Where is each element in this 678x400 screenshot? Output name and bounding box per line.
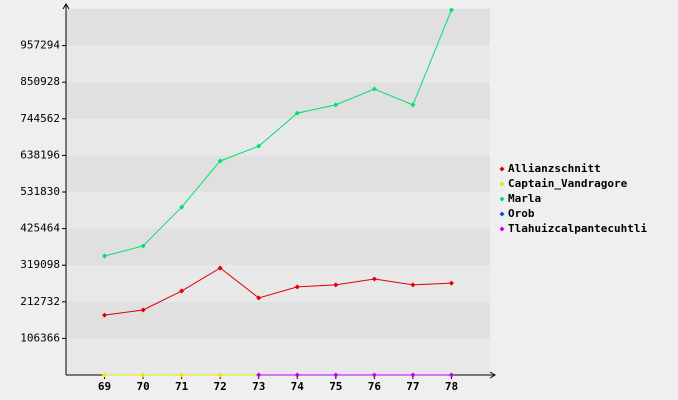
data-point [448,372,454,378]
data-point [179,372,185,378]
grid-band [66,192,490,229]
y-axis-arrow [62,3,70,10]
data-point [217,372,223,378]
grid-band [66,82,490,119]
legend-label: Orob [508,207,535,220]
x-tick-label: 72 [214,380,227,393]
data-point [256,372,262,378]
grid-band [66,265,490,302]
grid-band [66,155,490,192]
data-point [371,86,377,92]
y-tick-label: 106366 [20,331,60,344]
data-point [140,307,146,313]
legend-marker [499,226,505,232]
y-tick-label: 638196 [20,148,60,161]
data-point [294,284,300,290]
data-point [102,253,108,259]
data-point [140,372,146,378]
legend-marker [499,211,505,217]
legend-label: Allianzschnitt [508,162,601,175]
x-tick-label: 74 [291,380,305,393]
data-point [410,102,416,108]
legend-marker [499,181,505,187]
data-point [217,158,223,164]
data-point [179,204,185,210]
data-point [140,243,146,249]
x-tick-label: 73 [252,380,265,393]
x-tick-label: 75 [329,380,342,393]
data-point [102,312,108,318]
legend-label: Captain_Vandragore [508,177,628,190]
x-tick-label: 71 [175,380,189,393]
data-point [294,110,300,116]
data-point [371,276,377,282]
legend-label: Marla [508,192,541,205]
data-point [448,280,454,286]
x-tick-label: 77 [406,380,419,393]
data-point [256,295,262,301]
data-point [256,143,262,149]
legend-label: Tlahuizcalpantecuhtli [508,222,647,235]
y-tick-label: 531830 [20,185,60,198]
x-axis-arrow [489,371,496,379]
grid-band [66,118,490,156]
legend-marker [499,166,505,172]
data-point [179,288,185,294]
data-point [410,282,416,288]
series-line [104,267,452,316]
grid-band [66,301,490,339]
y-tick-label: 212732 [20,295,60,308]
data-point [448,7,454,13]
data-point [333,102,339,108]
y-tick-label: 319098 [20,258,60,271]
y-tick-label: 425464 [20,222,60,235]
y-tick-label: 850928 [20,75,60,88]
grid-band [66,228,490,266]
x-tick-label: 78 [445,380,458,393]
x-tick-label: 76 [368,380,382,393]
x-tick-label: 69 [98,380,111,393]
grid-band [66,9,490,46]
data-point [410,372,416,378]
data-point [102,372,108,378]
x-tick-label: 70 [136,380,149,393]
data-point [217,265,223,271]
data-point [333,282,339,288]
y-tick-label: 744562 [20,112,60,125]
data-point [333,372,339,378]
legend-marker [499,196,505,202]
grid-band [66,45,490,83]
series-line [104,9,452,257]
data-point [371,372,377,378]
data-point [294,372,300,378]
y-tick-label: 957294 [20,39,60,52]
grid-band [66,338,490,375]
